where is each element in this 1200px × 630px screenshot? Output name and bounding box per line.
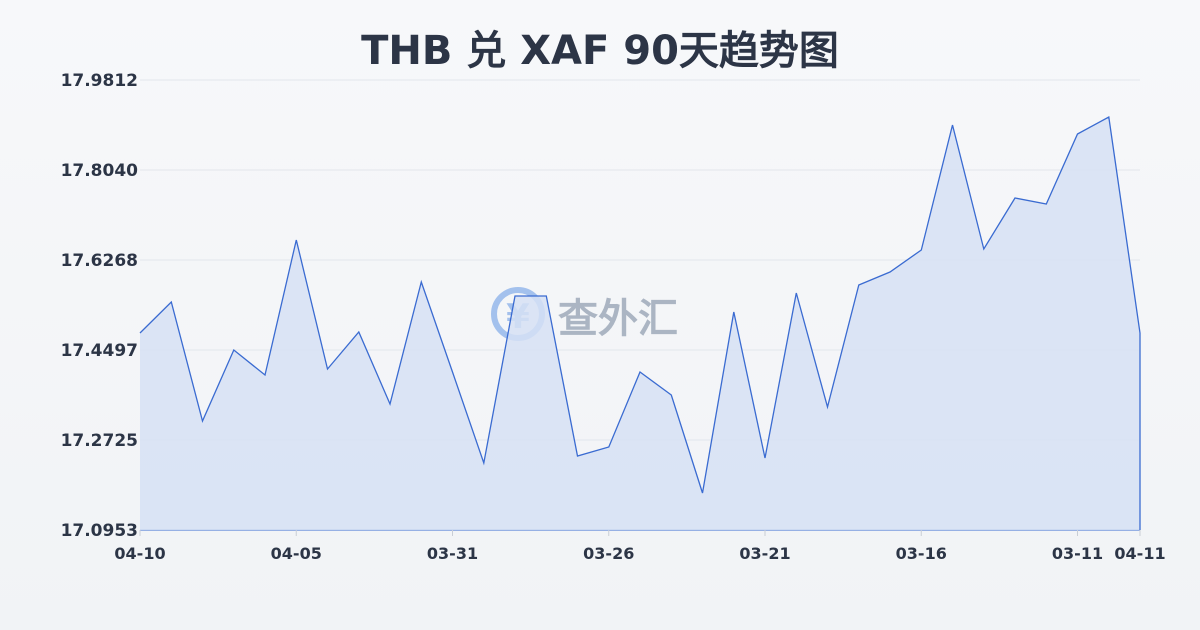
y-tick-label: 17.4497 bbox=[61, 341, 138, 361]
x-tick-label: 03-26 bbox=[583, 544, 634, 563]
y-tick-label: 17.8040 bbox=[61, 161, 139, 181]
y-tick-label: 17.0953 bbox=[61, 521, 138, 541]
x-tick-label: 03-31 bbox=[427, 544, 478, 563]
area-fill bbox=[140, 117, 1140, 530]
y-tick-label: 17.9812 bbox=[61, 71, 138, 91]
chart-title: THB 兑 XAF 90天趋势图 bbox=[361, 28, 839, 74]
x-tick-label: 03-16 bbox=[896, 544, 947, 563]
x-tick-label: 04-11 bbox=[1114, 544, 1165, 563]
x-tick-label: 03-21 bbox=[739, 544, 790, 563]
y-tick-label: 17.6268 bbox=[61, 251, 138, 271]
x-tick-label: 03-11 bbox=[1052, 544, 1103, 563]
x-tick-label: 04-05 bbox=[271, 544, 322, 563]
y-tick-label: 17.2725 bbox=[61, 431, 138, 451]
watermark-text: 查外汇 bbox=[558, 296, 678, 342]
series-line bbox=[139, 115, 1141, 530]
x-tick-label: 04-10 bbox=[114, 544, 165, 563]
